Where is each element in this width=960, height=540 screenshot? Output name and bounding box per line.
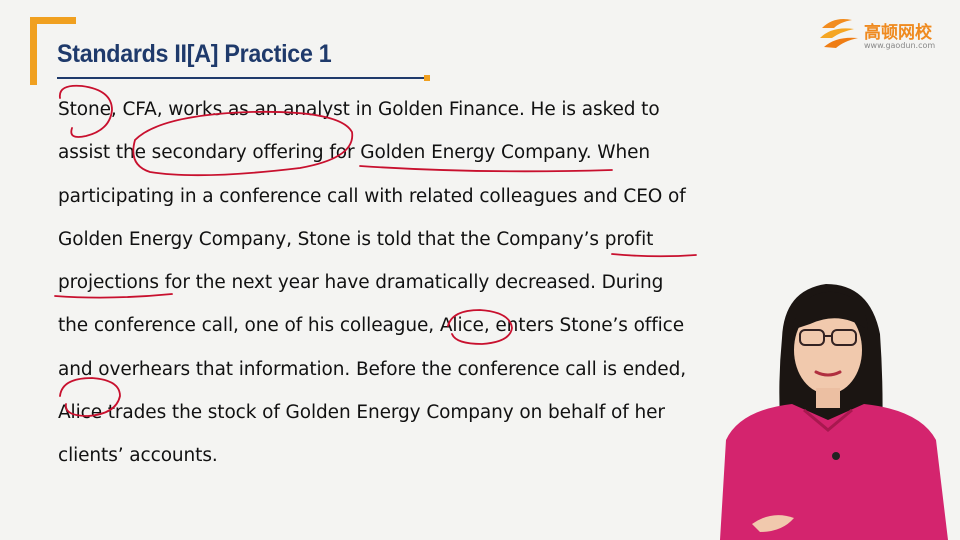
presenter-neck xyxy=(816,388,840,408)
presenter-video xyxy=(720,284,948,540)
presenter-glasses-right xyxy=(831,329,857,346)
presenter-bangs xyxy=(792,291,868,330)
question-text: Stone, CFA, works as an analyst in Golde… xyxy=(58,88,738,478)
presenter-mouth xyxy=(814,370,842,377)
question-line: Stone, CFA, works as an analyst in Golde… xyxy=(58,99,660,120)
gaodun-logo-icon xyxy=(820,19,858,48)
gaodun-logo: 高顿网校 www.gaodun.com xyxy=(818,14,946,56)
question-line: and overhears that information. Before t… xyxy=(58,358,687,380)
presenter-hands xyxy=(752,515,794,532)
question-line: participating in a conference call with … xyxy=(58,185,686,207)
logo-url: www.gaodun.com xyxy=(864,41,936,50)
title-underline xyxy=(57,77,427,79)
question-line: Alice trades the stock of Golden Energy … xyxy=(58,402,665,424)
presenter-glasses-left xyxy=(799,329,825,346)
question-line: the conference call, one of his colleagu… xyxy=(58,315,685,337)
question-line: clients’ accounts. xyxy=(58,445,218,467)
presenter-face xyxy=(794,306,862,394)
logo-name: 高顿网校 xyxy=(864,23,932,43)
question-line: assist the secondary offering for Golden… xyxy=(58,142,650,164)
question-line: projections for the next year have drama… xyxy=(58,272,664,294)
slide-title: Standards II[A] Practice 1 xyxy=(57,40,332,68)
question-line: Golden Energy Company, Stone is told tha… xyxy=(58,228,654,250)
title-underline-dot xyxy=(424,75,430,81)
title-bracket-horizontal xyxy=(30,17,76,24)
title-bracket-vertical xyxy=(30,17,37,85)
presenter-microphone xyxy=(832,452,840,460)
presenter-top xyxy=(720,404,948,540)
